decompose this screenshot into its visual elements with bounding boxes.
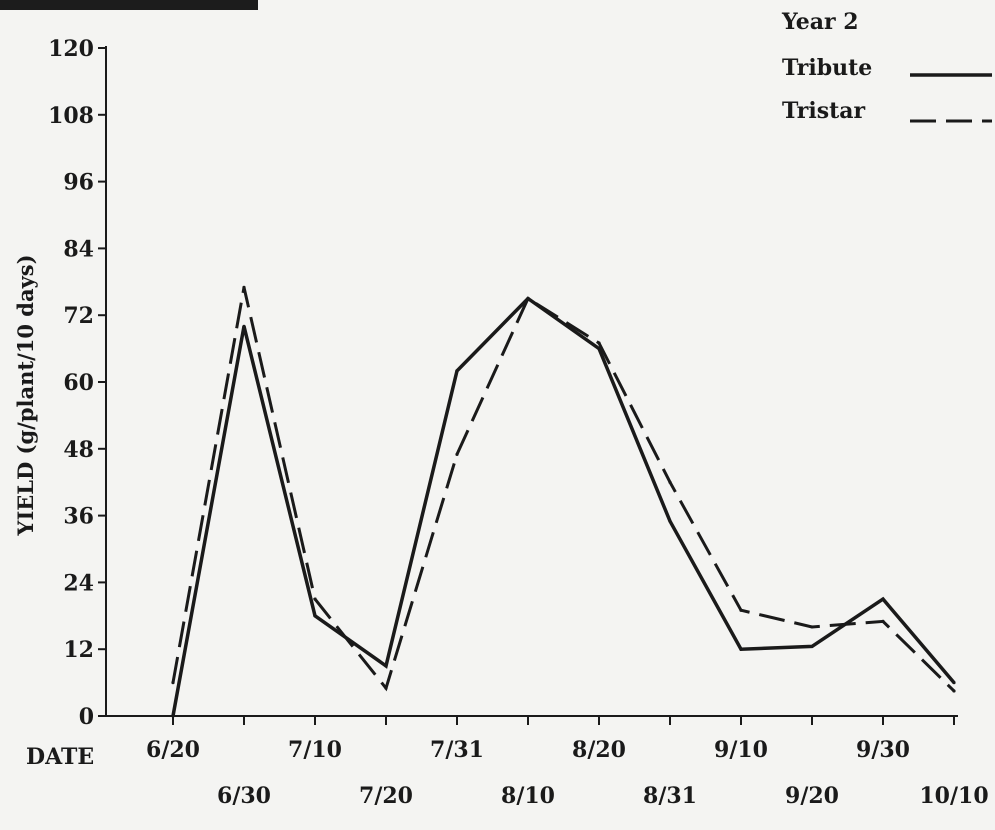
data-point-tristar <box>384 686 388 690</box>
x-tick-label: 7/20 <box>359 783 413 809</box>
data-point-tristar <box>526 296 530 301</box>
data-point-tribute <box>810 644 814 649</box>
y-tick-label: 12 <box>63 637 94 663</box>
x-tick-label: 9/30 <box>856 737 910 763</box>
x-tick-label: 8/20 <box>572 737 626 763</box>
data-point-tristar <box>810 625 814 629</box>
x-tick-label: 9/10 <box>714 737 768 763</box>
y-tick-label: 36 <box>63 504 94 530</box>
data-point-tristar <box>455 452 459 456</box>
x-tick-label: 7/31 <box>430 737 484 763</box>
y-tick-label: 108 <box>48 103 94 129</box>
y-axis-title: YIELD (g/plant/10 days) <box>13 254 38 536</box>
data-point-tristar <box>668 480 672 484</box>
data-point-tribute <box>313 614 317 618</box>
data-point-tristar <box>739 608 743 612</box>
data-point-tribute <box>881 597 885 601</box>
data-point-tristar <box>881 619 885 623</box>
series-line-tristar <box>171 287 956 693</box>
y-tick-label: 60 <box>63 370 94 396</box>
series-line-tribute <box>171 296 956 717</box>
x-tick-label: 6/20 <box>146 737 200 763</box>
x-tick-label: 9/20 <box>785 783 839 809</box>
data-point-tristar <box>171 681 175 685</box>
data-point-tribute <box>171 714 175 718</box>
y-tick-label: 72 <box>63 303 94 329</box>
data-point-tribute <box>952 681 956 685</box>
y-tick-label: 96 <box>63 170 94 196</box>
y-tick-label: 84 <box>63 236 94 262</box>
data-point-tristar <box>242 285 246 289</box>
x-tick-label: 6/30 <box>217 783 271 809</box>
x-tick-label: 10/10 <box>919 783 988 809</box>
y-tick-label: 48 <box>63 437 94 463</box>
data-point-tribute <box>739 647 743 651</box>
legend-label-tristar: Tristar <box>782 98 866 124</box>
data-point-tristar <box>313 597 317 601</box>
x-tick-label: 8/31 <box>643 783 697 809</box>
legend-title: Year 2 <box>781 9 859 35</box>
data-point-tristar <box>597 341 601 345</box>
x-tick-label: 7/10 <box>288 737 342 763</box>
data-point-tribute <box>455 369 459 373</box>
data-point-tribute <box>242 324 246 328</box>
y-tick-label: 120 <box>48 36 94 62</box>
data-point-tribute <box>668 519 672 523</box>
y-tick-label: 0 <box>79 704 94 730</box>
data-point-tribute <box>384 664 388 668</box>
y-tick-label: 24 <box>63 570 94 596</box>
legend-label-tribute: Tribute <box>782 55 872 81</box>
data-point-tristar <box>952 689 956 693</box>
x-axis-title: DATE <box>26 744 94 770</box>
corner-tab <box>0 0 258 10</box>
x-tick-label: 8/10 <box>501 783 555 809</box>
